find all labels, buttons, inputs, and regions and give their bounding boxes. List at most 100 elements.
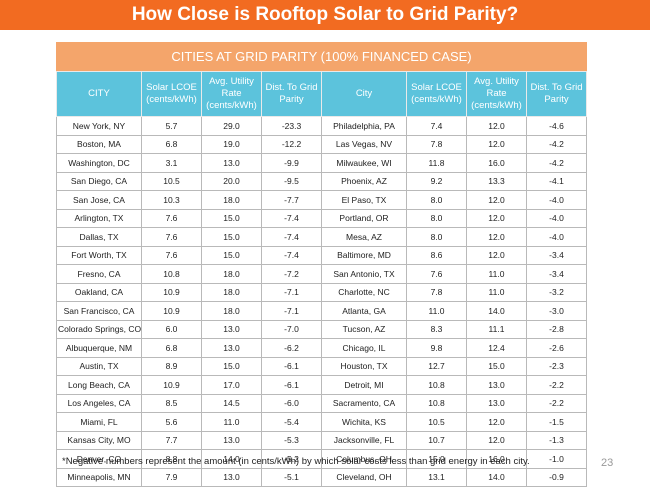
table-row: San Jose, CA 10.3 18.0 -7.7 El Paso, TX 8.0 12… xyxy=(56,190,587,210)
city-cell: El Paso, TX xyxy=(321,190,407,210)
table-row: Colorado Springs, CO 6.0 13.0 -7.0 Tucson, A… xyxy=(56,319,587,339)
value-cell: 6.8 xyxy=(141,338,202,358)
value-cell: 20.0 xyxy=(201,171,262,191)
value-cell: 18.0 xyxy=(201,282,262,302)
city-cell: San Jose, CA xyxy=(56,190,142,210)
city-cell: Washington, DC xyxy=(56,153,142,173)
value-cell: 13.0 xyxy=(201,467,262,487)
city-cell: Phoenix, AZ xyxy=(321,171,407,191)
city-cell: Kansas City, MO xyxy=(56,430,142,450)
value-cell: 7.9 xyxy=(141,467,202,487)
column-header: Avg. Utility Rate (cents/kWh) xyxy=(466,71,527,117)
value-cell: 8.5 xyxy=(141,393,202,413)
table-row: Arlington, TX 7.6 15.0 -7.4 Portland, OR 8.0 1… xyxy=(56,208,587,228)
value-cell: 15.0 xyxy=(201,356,262,376)
value-cell: 13.0 xyxy=(201,153,262,173)
value-cell: 13.0 xyxy=(466,375,527,395)
table-row: San Francisco, CA 10.9 18.0 -7.1 Atlanta, GA… xyxy=(56,301,587,321)
column-header: Dist. To Grid Parity xyxy=(261,71,322,117)
value-cell: -7.7 xyxy=(261,190,322,210)
value-cell: 13.0 xyxy=(201,430,262,450)
value-cell: -1.3 xyxy=(526,430,587,450)
value-cell: -3.2 xyxy=(526,282,587,302)
value-cell: -4.1 xyxy=(526,171,587,191)
table-row: Albuquerque, NM 6.8 13.0 -6.2 Chicago, IL 9.8… xyxy=(56,338,587,358)
value-cell: -3.4 xyxy=(526,264,587,284)
value-cell: 8.0 xyxy=(406,208,467,228)
value-cell: 12.0 xyxy=(466,227,527,247)
value-cell: -4.2 xyxy=(526,134,587,154)
city-cell: Sacramento, CA xyxy=(321,393,407,413)
value-cell: 7.6 xyxy=(141,227,202,247)
value-cell: 8.9 xyxy=(141,356,202,376)
table-body: New York, NY 5.7 29.0 -23.3 Philadelphia, PA… xyxy=(56,116,587,487)
value-cell: 13.0 xyxy=(201,319,262,339)
value-cell: -0.9 xyxy=(526,467,587,487)
value-cell: -5.1 xyxy=(261,467,322,487)
city-cell: Albuquerque, NM xyxy=(56,338,142,358)
value-cell: 11.0 xyxy=(466,264,527,284)
value-cell: -7.2 xyxy=(261,264,322,284)
value-cell: 8.0 xyxy=(406,190,467,210)
grid-parity-table: CITIES AT GRID PARITY (100% FINANCED CAS… xyxy=(56,42,587,487)
value-cell: 11.1 xyxy=(466,319,527,339)
header-row: CITY Solar LCOE (cents/kWh) Avg. Utility R… xyxy=(56,71,587,117)
value-cell: -7.4 xyxy=(261,208,322,228)
value-cell: 17.0 xyxy=(201,375,262,395)
city-cell: Cleveland, OH xyxy=(321,467,407,487)
city-cell: Los Angeles, CA xyxy=(56,393,142,413)
value-cell: -1.5 xyxy=(526,412,587,432)
value-cell: -5.4 xyxy=(261,412,322,432)
table-row: Minneapolis, MN 7.9 13.0 -5.1 Cleveland, OH 1… xyxy=(56,467,587,487)
city-cell: Mesa, AZ xyxy=(321,227,407,247)
value-cell: 5.7 xyxy=(141,116,202,136)
value-cell: 10.8 xyxy=(141,264,202,284)
value-cell: -7.1 xyxy=(261,282,322,302)
table-row: Denver, CO 8.8 14.0 -5.2 Columbus, OH 15.0 16.… xyxy=(56,449,587,469)
city-cell: Philadelphia, PA xyxy=(321,116,407,136)
value-cell: -2.6 xyxy=(526,338,587,358)
value-cell: 18.0 xyxy=(201,301,262,321)
value-cell: -6.1 xyxy=(261,375,322,395)
value-cell: 8.3 xyxy=(406,319,467,339)
value-cell: 12.0 xyxy=(466,430,527,450)
value-cell: 11.8 xyxy=(406,153,467,173)
city-cell: Colorado Springs, CO xyxy=(56,319,142,339)
table-row: Dallas, TX 7.6 15.0 -7.4 Mesa, AZ 8.0 12.0 -4.0 xyxy=(56,227,587,247)
value-cell: -7.1 xyxy=(261,301,322,321)
value-cell: -6.1 xyxy=(261,356,322,376)
column-header: Dist. To Grid Parity xyxy=(526,71,587,117)
value-cell: 15.0 xyxy=(201,208,262,228)
city-cell: Houston, TX xyxy=(321,356,407,376)
city-cell: Boston, MA xyxy=(56,134,142,154)
slide-title: How Close is Rooftop Solar to Grid Parit… xyxy=(0,0,650,30)
value-cell: 6.0 xyxy=(141,319,202,339)
value-cell: 7.4 xyxy=(406,116,467,136)
city-cell: Las Vegas, NV xyxy=(321,134,407,154)
city-cell: Fresno, CA xyxy=(56,264,142,284)
value-cell: 9.2 xyxy=(406,171,467,191)
value-cell: -6.0 xyxy=(261,393,322,413)
value-cell: 10.9 xyxy=(141,375,202,395)
value-cell: 7.6 xyxy=(141,208,202,228)
city-cell: Oakland, CA xyxy=(56,282,142,302)
value-cell: 14.0 xyxy=(466,301,527,321)
city-cell: Charlotte, NC xyxy=(321,282,407,302)
value-cell: -3.0 xyxy=(526,301,587,321)
column-header: Solar LCOE (cents/kWh) xyxy=(406,71,467,117)
city-cell: Dallas, TX xyxy=(56,227,142,247)
value-cell: 7.8 xyxy=(406,134,467,154)
value-cell: -7.4 xyxy=(261,227,322,247)
table-row: Washington, DC 3.1 13.0 -9.9 Milwaukee, WI 11… xyxy=(56,153,587,173)
city-cell: Detroit, MI xyxy=(321,375,407,395)
value-cell: 14.0 xyxy=(466,467,527,487)
value-cell: 19.0 xyxy=(201,134,262,154)
value-cell: 12.0 xyxy=(466,245,527,265)
table-row: Austin, TX 8.9 15.0 -6.1 Houston, TX 12.7 15.0… xyxy=(56,356,587,376)
city-cell: San Antonio, TX xyxy=(321,264,407,284)
value-cell: 29.0 xyxy=(201,116,262,136)
value-cell: 5.6 xyxy=(141,412,202,432)
city-cell: Jacksonville, FL xyxy=(321,430,407,450)
value-cell: -2.2 xyxy=(526,393,587,413)
value-cell: 10.8 xyxy=(406,375,467,395)
